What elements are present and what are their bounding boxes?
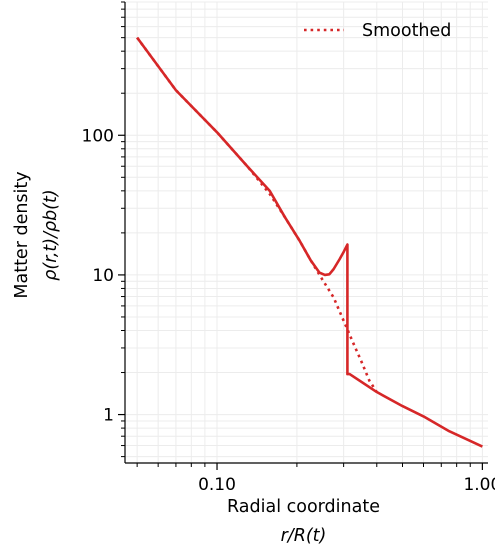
grid-lines	[125, 1, 488, 463]
smoothed-series-line	[136, 36, 378, 393]
legend-label-smoothed: Smoothed	[362, 21, 451, 41]
y-axis-math: ρ(r,t)/ρb(t)	[41, 189, 61, 280]
x-tick-label: 1.00	[463, 475, 495, 495]
y-tick-label: 1	[103, 406, 114, 426]
x-tick-label: 0.10	[198, 475, 236, 495]
axes: 0.10 1.00 1 10 100	[82, 1, 495, 495]
y-tick-label: 100	[82, 126, 114, 146]
y-axis-title: Matter density	[12, 171, 32, 298]
density-series-line	[136, 36, 483, 448]
data-series	[136, 36, 483, 448]
x-axis-title: Radial coordinate	[227, 497, 380, 517]
legend: Smoothed	[304, 21, 451, 41]
y-tick-label: 10	[92, 266, 114, 286]
axis-labels: Radial coordinate r/R(t) Matter density ρ(r…	[12, 171, 380, 546]
x-axis-math: r/R(t)	[281, 526, 327, 546]
